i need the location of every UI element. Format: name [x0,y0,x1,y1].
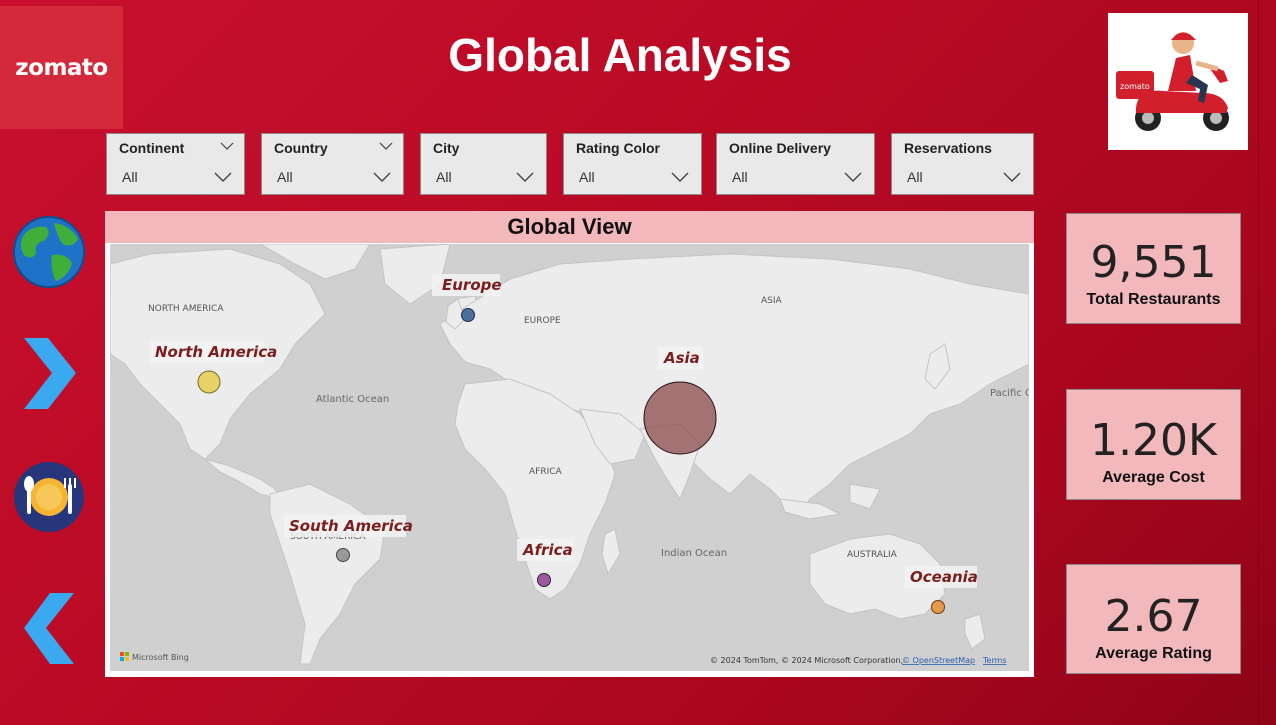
filter-label: Country [274,140,328,156]
base-label: Pacific O [990,388,1029,399]
filter-value: All [122,169,138,185]
base-label: AFRICA [529,467,563,477]
region-label: Europe [442,276,502,294]
kpi-average-cost: 1.20K Average Cost [1066,389,1241,500]
kpi-value: 2.67 [1104,591,1203,642]
page-title: Global Analysis [448,29,792,81]
chevron-down-icon[interactable] [671,172,689,182]
copyright-text: © 2024 TomTom, © 2024 Microsoft Corporat… [710,656,903,665]
filter-label: Continent [119,140,185,156]
world-map-canvas: NORTH AMERICA EUROPE ASIA Atlantic Ocean… [110,244,1029,671]
filter-label: Online Delivery [729,140,831,156]
chevron-down-icon[interactable] [373,172,391,182]
filter-value: All [907,169,923,185]
south-america-bubble[interactable] [336,548,350,562]
svg-text:zomato: zomato [1120,82,1150,91]
region-label: Oceania [910,568,978,586]
base-label: EUROPE [524,316,561,326]
chevron-right-icon[interactable] [12,336,87,411]
globe-icon[interactable] [12,215,87,290]
chevron-down-icon[interactable] [516,172,534,182]
openstreetmap-link[interactable]: © OpenStreetMap [902,656,975,665]
kpi-label: Average Rating [1095,645,1212,662]
base-label: ASIA [761,296,783,306]
north-america-bubble[interactable] [197,370,221,394]
base-label: Indian Ocean [661,548,727,559]
chevron-down-icon[interactable] [214,172,232,182]
chevron-left-icon[interactable] [12,591,87,666]
country-filter[interactable]: Country All [261,133,404,195]
filter-label: City [433,140,460,156]
dining-plate-icon[interactable] [12,460,87,535]
brand-name: zomato [15,54,108,81]
filter-value: All [436,169,452,185]
global-map-card: Global View [105,211,1034,677]
kpi-value: 1.20K [1090,415,1217,466]
base-label: NORTH AMERICA [148,304,224,314]
delivery-scooter-image: zomato [1108,13,1248,150]
terms-link[interactable]: Terms [982,656,1007,665]
region-label: North America [155,343,277,361]
europe-bubble[interactable] [461,308,475,322]
online-delivery-filter[interactable]: Online Delivery All [716,133,875,195]
bing-attribution: Microsoft Bing [132,653,189,662]
kpi-total-restaurants: 9,551 Total Restaurants [1066,213,1241,324]
region-label: South America [289,517,413,535]
map-title: Global View [105,211,1034,243]
chevron-down-icon[interactable] [844,172,862,182]
brand-logo: zomato [0,6,123,129]
kpi-average-rating: 2.67 Average Rating [1066,564,1241,674]
filter-label: Reservations [904,140,992,156]
region-label: Africa [522,541,573,559]
kpi-value: 9,551 [1090,237,1217,288]
chevron-down-icon[interactable] [1003,172,1021,182]
page-edge-divider [1258,0,1260,725]
city-filter[interactable]: City All [420,133,547,195]
chevron-down-icon[interactable] [220,142,234,150]
filter-value: All [732,169,748,185]
rating-color-filter[interactable]: Rating Color All [563,133,702,195]
chevron-down-icon[interactable] [379,142,393,150]
filter-value: All [277,169,293,185]
filter-value: All [579,169,595,185]
base-label: Atlantic Ocean [316,394,389,405]
continent-filter[interactable]: Continent All [106,133,245,195]
world-map[interactable]: NORTH AMERICA EUROPE ASIA Atlantic Ocean… [110,244,1029,671]
kpi-label: Total Restaurants [1086,291,1221,308]
reservations-filter[interactable]: Reservations All [891,133,1034,195]
filter-label: Rating Color [576,140,660,156]
africa-bubble[interactable] [537,573,551,587]
region-label: Asia [663,349,700,367]
microsoft-logo-icon [120,652,124,656]
oceania-bubble[interactable] [931,600,945,614]
asia-bubble[interactable] [643,381,717,455]
kpi-label: Average Cost [1102,469,1205,486]
base-label: AUSTRALIA [847,550,898,560]
